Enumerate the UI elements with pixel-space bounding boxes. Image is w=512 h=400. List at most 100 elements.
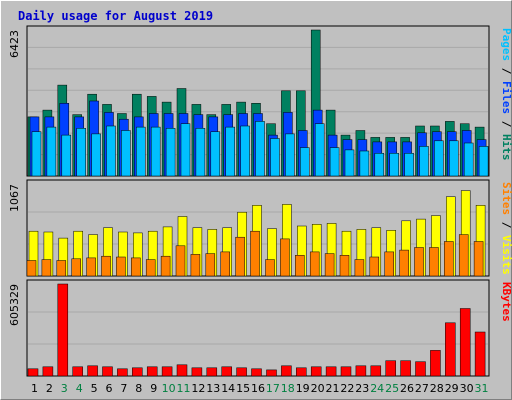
x-axis-label-day-30: 30 xyxy=(460,382,474,395)
bar-kbytes-day-20 xyxy=(310,366,322,377)
bar-sites-day-28 xyxy=(429,247,439,277)
x-axis-label-day-25: 25 xyxy=(385,382,399,395)
bar-sites-day-19 xyxy=(295,255,305,277)
bar-pages-day-10 xyxy=(165,128,176,177)
x-axis-label-day-20: 20 xyxy=(311,382,325,395)
bar-sites-day-10 xyxy=(160,255,171,277)
x-axis-label-day-26: 26 xyxy=(400,382,414,395)
bar-pages-day-15 xyxy=(240,125,250,177)
right-legend-part: Sites xyxy=(500,182,512,215)
x-axis-label-day-16: 16 xyxy=(251,382,265,395)
x-axis-label-day-5: 5 xyxy=(91,382,98,395)
bar-sites-day-7 xyxy=(116,256,126,277)
bar-pages-day-20 xyxy=(314,123,325,177)
x-axis-label-day-3: 3 xyxy=(61,382,68,395)
x-axis-label-day-11: 11 xyxy=(177,382,191,395)
right-legend-part: KBytes xyxy=(500,282,512,322)
bar-sites-day-30 xyxy=(458,234,469,277)
bar-sites-day-15 xyxy=(235,236,245,277)
bar-kbytes-day-29 xyxy=(445,322,456,377)
bar-kbytes-day-27 xyxy=(415,361,426,377)
bar-pages-day-16 xyxy=(255,121,265,177)
bar-pages-day-11 xyxy=(180,123,191,177)
bar-kbytes-day-6 xyxy=(102,366,113,377)
x-axis-label-day-24: 24 xyxy=(370,382,384,395)
bar-kbytes-day-22 xyxy=(340,366,352,377)
bar-pages-day-27 xyxy=(419,146,429,177)
bar-sites-day-18 xyxy=(280,238,290,277)
bar-kbytes-day-7 xyxy=(117,368,128,377)
bar-sites-day-12 xyxy=(190,254,201,277)
bar-kbytes-day-11 xyxy=(176,364,188,377)
bar-pages-day-29 xyxy=(449,140,459,177)
bar-kbytes-day-21 xyxy=(325,366,337,377)
bar-pages-day-31 xyxy=(478,146,489,177)
bar-kbytes-day-26 xyxy=(400,360,411,377)
bar-kbytes-day-9 xyxy=(146,366,158,377)
x-axis-label-day-19: 19 xyxy=(296,382,310,395)
bar-kbytes-day-1 xyxy=(27,368,39,377)
bar-pages-day-26 xyxy=(404,153,414,177)
bar-sites-day-2 xyxy=(41,259,52,277)
bar-pages-day-21 xyxy=(329,147,340,177)
bar-kbytes-day-28 xyxy=(430,350,441,377)
bar-pages-day-18 xyxy=(285,133,295,177)
bar-pages-day-19 xyxy=(300,147,310,177)
right-legend-part: / xyxy=(500,215,512,235)
bar-sites-day-9 xyxy=(145,259,156,277)
bar-kbytes-day-19 xyxy=(296,367,307,377)
bar-sites-day-20 xyxy=(309,251,320,277)
x-axis-label-day-29: 29 xyxy=(445,382,459,395)
bar-sites-day-4 xyxy=(71,258,81,277)
right-legend-part: / xyxy=(500,61,512,81)
bar-sites-day-5 xyxy=(86,257,96,277)
bar-kbytes-day-8 xyxy=(132,367,143,377)
bar-sites-day-8 xyxy=(131,257,141,277)
x-axis-label-day-8: 8 xyxy=(135,382,142,395)
right-legend-label: Sites / Visits xyxy=(500,182,512,275)
right-legend-part: / xyxy=(500,114,512,134)
bar-pages-day-30 xyxy=(463,142,474,177)
bar-kbytes-day-3 xyxy=(57,283,69,377)
bar-pages-day-2 xyxy=(46,126,57,177)
right-legend-part: Visits xyxy=(500,235,512,275)
bar-pages-day-6 xyxy=(106,125,116,177)
bar-sites-day-13 xyxy=(205,253,216,277)
x-axis-label-day-27: 27 xyxy=(415,382,429,395)
bar-pages-day-24 xyxy=(374,153,385,177)
bar-pages-day-23 xyxy=(359,150,370,177)
bar-pages-day-9 xyxy=(150,126,161,177)
bar-sites-day-25 xyxy=(384,251,394,277)
bar-sites-day-16 xyxy=(250,230,260,277)
panel-frame xyxy=(26,279,490,377)
bar-pages-day-25 xyxy=(389,153,399,177)
right-legend-label: Pages / Files / Hits xyxy=(500,28,512,161)
bar-sites-day-17 xyxy=(265,259,275,277)
bar-kbytes-day-5 xyxy=(87,365,98,377)
bar-kbytes-day-4 xyxy=(72,366,83,377)
bar-pages-day-22 xyxy=(344,149,355,177)
bar-sites-day-24 xyxy=(369,256,380,277)
bar-sites-day-14 xyxy=(220,251,230,277)
right-legend-label: KBytes xyxy=(500,282,512,322)
chart-title: Daily usage for August 2019 xyxy=(18,9,213,23)
x-axis-label-day-2: 2 xyxy=(46,382,53,395)
bar-pages-day-1 xyxy=(31,131,42,177)
bar-pages-day-13 xyxy=(210,131,221,177)
bar-kbytes-day-13 xyxy=(206,367,218,377)
right-legend-part: Hits xyxy=(500,134,512,161)
right-legend-part: Pages xyxy=(500,28,512,61)
bar-kbytes-day-14 xyxy=(221,366,232,377)
x-axis-label-day-10: 10 xyxy=(162,382,176,395)
y-axis-max-label: 605329 xyxy=(8,284,21,326)
bar-sites-day-21 xyxy=(324,253,335,277)
y-axis-max-label: 6423 xyxy=(8,30,21,58)
x-axis-label-day-28: 28 xyxy=(430,382,444,395)
bar-sites-day-6 xyxy=(101,255,111,277)
x-axis-label-day-12: 12 xyxy=(191,382,205,395)
bar-pages-day-7 xyxy=(121,130,131,177)
bar-kbytes-day-25 xyxy=(385,360,396,377)
bar-kbytes-day-16 xyxy=(251,368,262,377)
bar-kbytes-day-10 xyxy=(161,366,173,377)
x-axis-label-day-22: 22 xyxy=(340,382,354,395)
